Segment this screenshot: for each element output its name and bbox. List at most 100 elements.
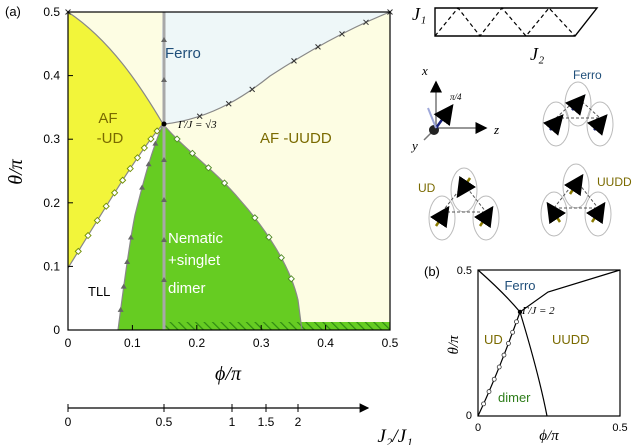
inset-phase-diagram: (b) Ferro UD UUDD dimer Γ/J = 2 0.5 0 0 …	[424, 264, 628, 444]
triangle-marker	[145, 161, 152, 167]
inset-ferro-label: Ferro	[504, 278, 535, 293]
ferro-ellipse	[564, 81, 592, 127]
inset-circle-marker	[501, 352, 507, 358]
triangle-marker	[117, 306, 124, 312]
inset-ud-label: UD	[484, 332, 503, 347]
diamond-marker	[93, 216, 101, 225]
ud-spin-arrow	[473, 205, 494, 229]
inset-circle-marker	[514, 319, 519, 325]
af-ud-region	[68, 12, 163, 268]
inset-y-axis-label: θ/π	[446, 335, 462, 355]
cross-marker	[363, 19, 369, 26]
inset-data-markers	[481, 319, 519, 407]
uudd-spin-arrow	[546, 201, 567, 225]
diamond-marker	[287, 275, 295, 283]
diamond-marker	[84, 231, 92, 240]
axis-y-label: y	[410, 138, 418, 153]
y-tick-label: 0	[53, 323, 60, 337]
ferro-spin-arrow	[587, 114, 608, 136]
diamond-marker	[188, 149, 197, 157]
cross-marker	[249, 86, 256, 93]
ferro-config-label: Ferro	[573, 68, 602, 82]
diamond-marker	[265, 233, 273, 241]
triangle-marker	[161, 157, 167, 162]
uudd-spin-arrow	[563, 173, 584, 197]
inset-plot-frame	[477, 269, 621, 417]
af-ud-label-line2: -UD	[97, 130, 124, 147]
spin-arrow	[433, 103, 454, 129]
inset-circle-marker	[491, 376, 497, 382]
multicritical-point	[161, 121, 167, 127]
inset-circle-marker	[510, 329, 516, 335]
j1-label: J₁	[412, 4, 426, 24]
af-ud-upper-boundary	[67, 11, 164, 125]
inset-x-tick-left: 0	[475, 422, 481, 434]
inset-uudd-label: UUDD	[552, 332, 590, 347]
j2-j1-axis: 0 0.5 1 1.5 2 J₂/J₁	[65, 403, 413, 445]
x-tick-label: 0.2	[188, 336, 205, 350]
ferro-label: Ferro	[165, 45, 201, 62]
ud-ellipse	[428, 195, 456, 241]
inset-gamma-annotation: Γ/J = 2	[521, 305, 555, 317]
axis-x-label: x	[421, 63, 428, 78]
diamond-marker	[173, 135, 181, 143]
ferro-boundary	[164, 11, 391, 125]
cross-marker	[196, 113, 203, 120]
inset-circle-marker	[486, 389, 492, 394]
triangle-marker	[161, 77, 167, 82]
j2-tick-label: 1.5	[258, 415, 275, 429]
diamond-marker	[220, 179, 229, 187]
ud-config: UD	[418, 167, 500, 241]
diamond-marker	[102, 202, 110, 210]
diamond-marker	[204, 164, 213, 172]
nematic-left-boundary	[117, 123, 164, 331]
diamond-marker	[147, 135, 155, 143]
inset-right-boundary	[519, 311, 548, 417]
angle-label: π/4	[450, 92, 462, 102]
j2-axis-ticks: 0 0.5 1 1.5 2	[65, 404, 302, 429]
y-axis-label: θ/π	[5, 158, 27, 184]
inset-circle-marker	[506, 341, 511, 346]
j2-tick-label: 1	[229, 415, 236, 429]
ud-spin-arrow	[456, 175, 477, 199]
x-tick-label: 0.3	[253, 336, 270, 350]
lattice-sketch: J₁ J₂	[412, 4, 599, 64]
triangle-marker	[124, 258, 131, 264]
ferro-spin-arrow	[543, 114, 564, 136]
af-ud-label-line1: AF	[98, 110, 117, 127]
diamond-marker	[277, 254, 285, 262]
inset-multicritical-point	[517, 309, 523, 315]
triangle-marker	[161, 277, 167, 282]
ud-config-label: UD	[418, 181, 436, 195]
ferro-ellipse	[586, 101, 614, 147]
panel-label-a: (a)	[5, 4, 21, 19]
j2-axis-label: J₂/J₁	[377, 426, 412, 445]
main-axis-ticks: 0 0.1 0.2 0.3 0.4 0.5 0 0.1 0.2 0.3 0.4 0.5	[43, 5, 398, 350]
y-tick-label: 0.4	[43, 69, 60, 83]
uudd-ellipse	[584, 191, 612, 237]
triangle-marker	[127, 234, 134, 240]
diamond-marker	[118, 176, 127, 184]
triangle-marker	[161, 237, 167, 242]
diamond-marker	[140, 144, 148, 152]
inset-circle-marker	[481, 401, 486, 407]
inset-x-axis-label: ϕ/π	[539, 428, 559, 444]
inset-y-tick-bottom: 0	[466, 410, 472, 422]
cross-marker	[225, 100, 232, 107]
main-plot-frame	[67, 11, 391, 331]
triangle-marker	[161, 197, 167, 202]
uudd-config: UUDD	[540, 163, 632, 237]
ferro-config: Ferro	[542, 68, 614, 147]
inset-x-tick-right: 0.5	[612, 422, 627, 434]
main-phase-diagram: 0 0.1 0.2 0.3 0.4 0.5 0 0.1 0.2 0.3 0.4 0.5 (a) ϕ/π…	[5, 4, 399, 385]
ferro-bonds	[555, 97, 601, 119]
x-tick-label: 0.4	[317, 336, 334, 350]
j2-tick-label: 0.5	[156, 415, 173, 429]
ferro-region	[68, 12, 390, 124]
inset-y-tick-top: 0.5	[457, 265, 472, 277]
triangle-marker	[120, 283, 127, 289]
diamond-marker	[133, 154, 142, 162]
nematic-label-line3: dimer	[168, 280, 206, 297]
lattice-j1-ladder	[434, 7, 599, 37]
